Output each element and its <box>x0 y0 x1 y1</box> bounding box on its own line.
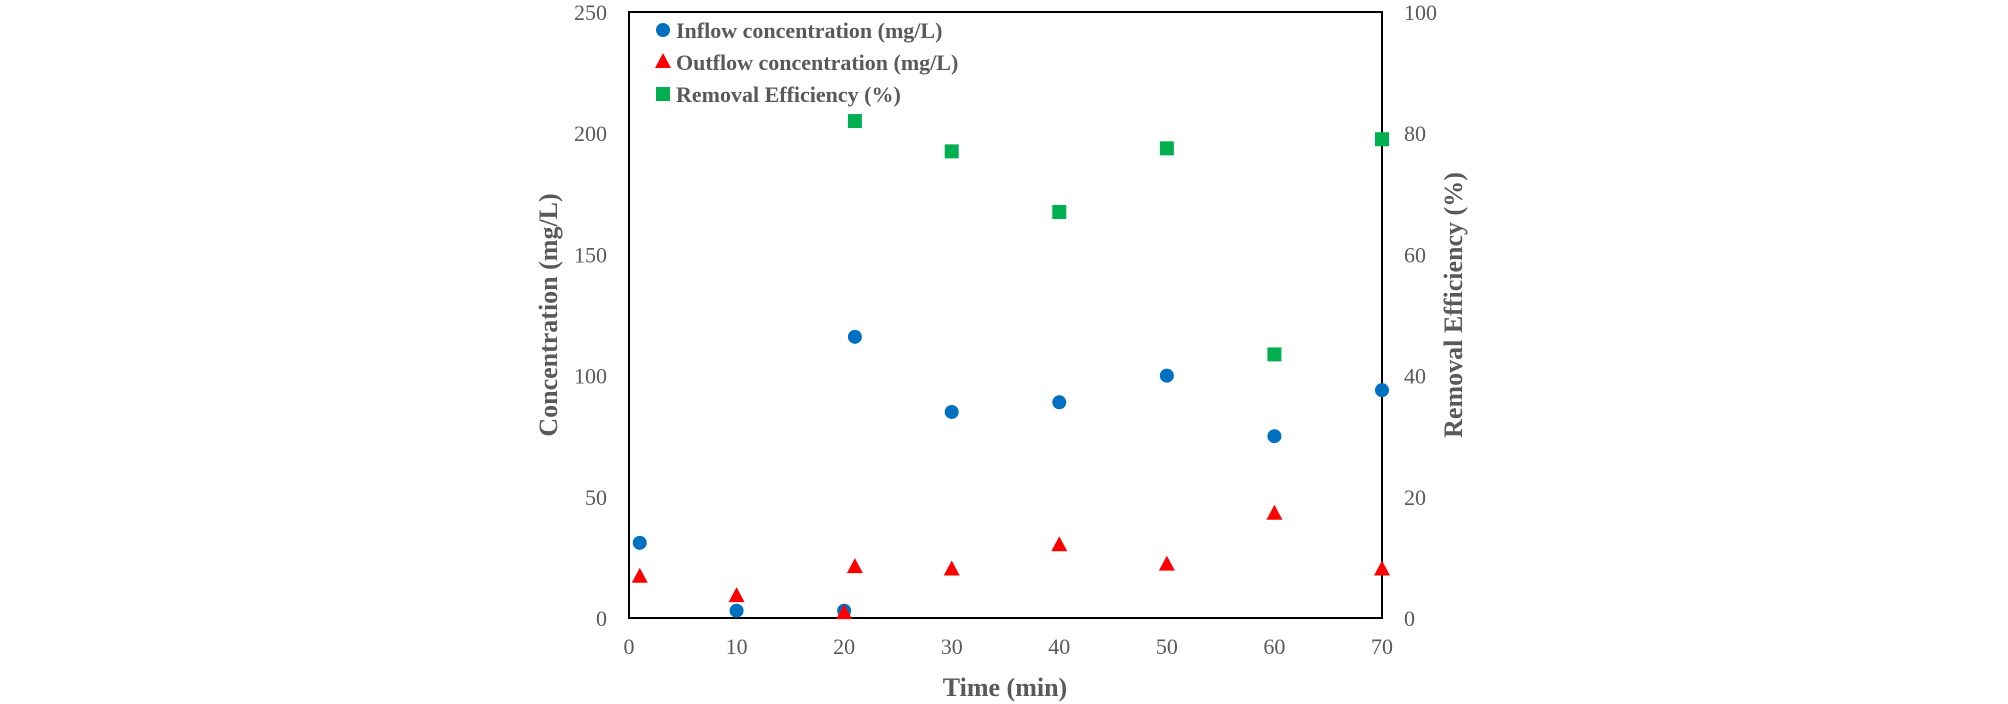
data-point-triangle <box>846 558 863 574</box>
legend-item: Removal Efficiency (%) <box>656 82 901 107</box>
data-point-circle <box>1052 395 1067 410</box>
data-point-triangle <box>943 560 960 576</box>
x-axis-ticks: 0 10 20 30 40 50 60 70 <box>624 634 1394 659</box>
x-tick-label: 0 <box>624 634 635 659</box>
data-point-square <box>944 144 959 159</box>
data-point-triangle <box>1374 560 1390 576</box>
data-point-circle <box>1267 429 1282 444</box>
x-tick-label: 50 <box>1156 634 1178 659</box>
data-point-square <box>1159 141 1174 156</box>
left-axis-ticks: 0 50 100 150 200 250 <box>574 0 607 631</box>
data-point-square <box>847 114 862 129</box>
data-point-circle <box>1375 383 1389 398</box>
x-tick-label: 20 <box>833 634 855 659</box>
data-point-square <box>1267 347 1282 362</box>
data-point-triangle <box>1266 504 1283 520</box>
legend-label: Inflow concentration (mg/L) <box>676 18 942 43</box>
data-point-circle <box>847 329 862 344</box>
legend: Inflow concentration (mg/L) Outflow conce… <box>655 18 958 107</box>
data-point-square <box>1375 132 1389 147</box>
legend-label: Outflow concentration (mg/L) <box>676 50 958 75</box>
data-point-circle <box>729 603 744 618</box>
y2-tick-label: 0 <box>1404 606 1415 631</box>
data-point-triangle <box>631 567 648 583</box>
data-point-triangle <box>1158 555 1175 571</box>
y2-tick-label: 60 <box>1404 242 1426 267</box>
x-tick-label: 40 <box>1048 634 1070 659</box>
x-tick-label: 10 <box>726 634 748 659</box>
data-point-triangle <box>836 604 853 620</box>
series-circle <box>632 329 1389 618</box>
y-tick-label: 200 <box>574 121 607 146</box>
legend-label: Removal Efficiency (%) <box>676 82 901 107</box>
x-tick-label: 30 <box>941 634 963 659</box>
y2-axis-title: Removal Efficiency (%) <box>1439 172 1468 438</box>
x-tick-label: 70 <box>1371 634 1393 659</box>
legend-item: Outflow concentration (mg/L) <box>655 50 958 75</box>
legend-marker-circle <box>656 23 670 37</box>
y-tick-label: 250 <box>574 0 607 25</box>
x-axis-title: Time (min) <box>943 673 1067 702</box>
y2-tick-label: 80 <box>1404 121 1426 146</box>
legend-marker-triangle <box>655 53 671 68</box>
y-tick-label: 100 <box>574 364 607 389</box>
y-tick-label: 50 <box>585 485 607 510</box>
data-marks <box>631 114 1390 620</box>
data-point-triangle <box>728 587 745 603</box>
y2-tick-label: 20 <box>1404 485 1426 510</box>
y-tick-label: 150 <box>574 242 607 267</box>
y2-tick-label: 40 <box>1404 364 1426 389</box>
data-point-triangle <box>1051 536 1068 552</box>
legend-marker-square <box>656 87 670 101</box>
data-point-square <box>1052 204 1067 219</box>
data-point-circle <box>1159 368 1174 383</box>
series-triangle <box>631 504 1390 620</box>
legend-item: Inflow concentration (mg/L) <box>656 18 942 43</box>
y-axis-title: Concentration (mg/L) <box>534 193 563 436</box>
right-axis-ticks: 0 20 40 60 80 100 <box>1404 0 1437 631</box>
series-square <box>847 114 1389 362</box>
data-point-circle <box>632 535 647 550</box>
plot-area <box>628 11 1383 619</box>
x-tick-label: 60 <box>1263 634 1285 659</box>
data-point-circle <box>944 404 959 419</box>
y-tick-label: 0 <box>596 606 607 631</box>
y2-tick-label: 100 <box>1404 0 1437 25</box>
